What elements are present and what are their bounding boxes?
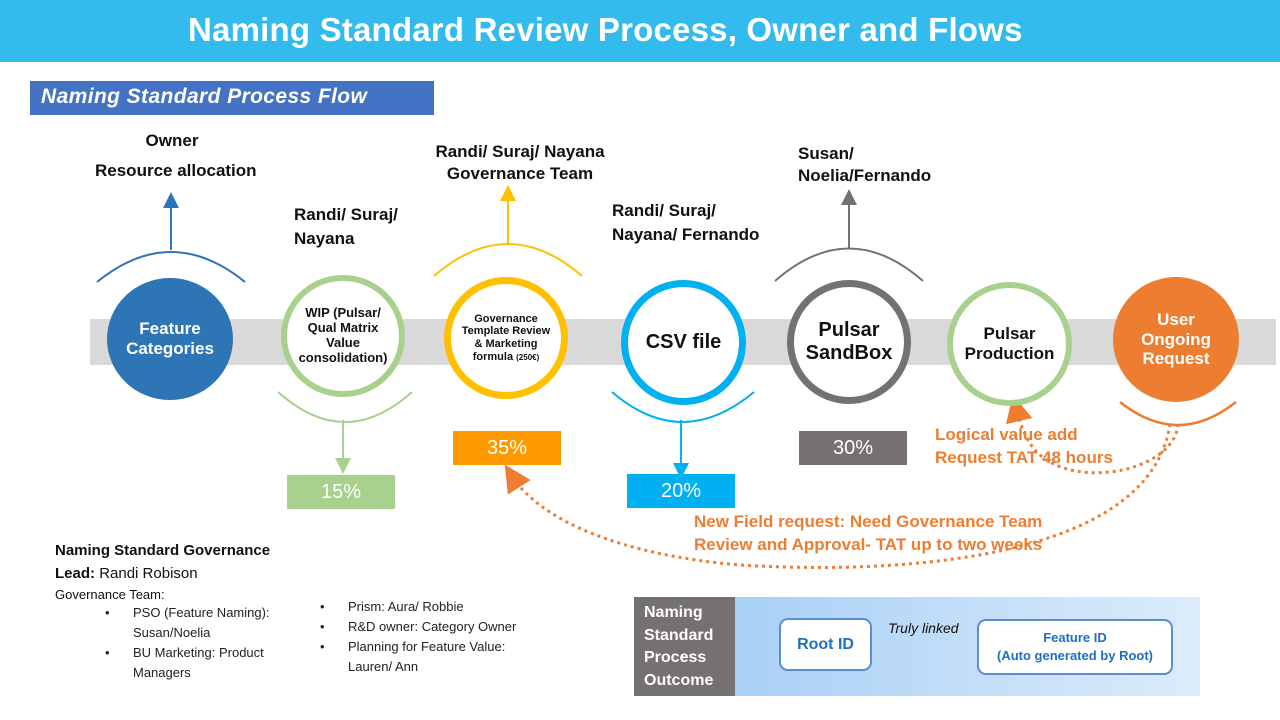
bullet-bu-marketing: • BU Marketing: Product Managers: [105, 645, 264, 680]
bullet-pso-line2: Susan/Noelia: [133, 625, 211, 640]
owner-resource-allocation: Resource allocation: [95, 161, 257, 180]
owner-wip-line2: Nayana: [294, 229, 355, 248]
bullet-planning: • Planning for Feature Value: Lauren/ Ann: [320, 639, 506, 674]
bullet-bu-line2: Managers: [133, 665, 191, 680]
bullet-planning-line2: Lauren/ Ann: [348, 659, 419, 674]
stage-wip-line3: Value: [326, 335, 360, 350]
root-id-label: Root ID: [797, 635, 854, 653]
feature-id-line1: Feature ID: [1043, 630, 1107, 645]
governance-lead-label: Lead:: [55, 565, 96, 582]
stage-wip: WIP (Pulsar/Qual Matrix Value consolidatio…: [281, 275, 405, 397]
bullet-rnd-owner: • R&D owner: Category Owner: [320, 619, 517, 634]
stage-pulsar-sandbox: Pulsar SandBox: [787, 280, 911, 404]
stage-user-line1: User: [1157, 310, 1195, 330]
feature-arc: [96, 251, 246, 283]
governance-lead-name: Randi Robison: [99, 565, 198, 582]
stage-gov-line4-small: (250€): [516, 352, 540, 362]
stage-wip-line1: WIP (Pulsar/: [305, 305, 381, 321]
stage-csv-line1: CSV file: [645, 331, 722, 353]
stage-governance-review: Governance Template Review & Marketing form…: [444, 277, 568, 399]
note-logical-line1: Logical value add: [935, 425, 1078, 444]
stage-wip-line2: Qual Matrix: [307, 320, 379, 336]
bullet-rnd-line1: R&D owner: Category Owner: [348, 619, 517, 634]
feature-id-line2: (Auto generated by Root): [997, 648, 1153, 663]
percent-csv: 20%: [627, 474, 735, 508]
stage-production-line2: Production: [964, 344, 1055, 363]
csv-arc: [611, 391, 755, 423]
stage-gov-line2: Template Review: [461, 325, 551, 338]
note-newfield-line2: Review and Approval- TAT up to two weeks: [694, 535, 1043, 554]
stage-production-line1: Pulsar: [983, 324, 1036, 344]
stage-user-line3: Request: [1142, 349, 1210, 369]
governance-team-label: Governance Team:: [55, 587, 165, 602]
stage-user-line2: Ongoing: [1141, 329, 1211, 349]
owner-csv-line1: Randi/ Suraj/: [612, 201, 716, 220]
bullet-pso-line1: PSO (Feature Naming):: [133, 605, 270, 620]
percent-governance: 35%: [453, 431, 561, 465]
user-arc: [1119, 401, 1237, 427]
stage-feature-categories: Feature Categories: [107, 278, 233, 400]
outcome-label: Naming Standard Process Outcome: [634, 597, 735, 696]
owner-sandbox-line1: Susan/: [798, 144, 854, 163]
title-bar: [0, 0, 1280, 62]
stage-gov-line4: formula: [472, 350, 514, 363]
bullet-prism: • Prism: Aura/ Robbie: [320, 599, 464, 614]
bullet-pso: • PSO (Feature Naming): Susan/Noelia: [105, 605, 270, 640]
sandbox-arc: [774, 247, 924, 282]
section-tag: Naming Standard Process Flow: [30, 81, 434, 115]
owner-wip-line1: Randi/ Suraj/: [294, 205, 398, 224]
stage-sandbox-line2: SandBox: [805, 342, 893, 364]
owner-gov-line2: Governance Team: [446, 164, 594, 183]
owner-gov-line1: Randi/ Suraj/ Nayana: [435, 142, 605, 161]
governance-bullets-right: • Prism: Aura/ Robbie • R&D owner: Categor…: [320, 597, 516, 677]
governance-bullets-left: • PSO (Feature Naming): Susan/Noelia • BU M…: [105, 603, 270, 683]
page-title: Naming Standard Review Process, Owner an…: [188, 11, 1023, 48]
owner-sandbox-line2: Noelia/Fernando: [798, 166, 932, 185]
bullet-planning-line1: Planning for Feature Value:: [348, 639, 506, 654]
owner-csv-line2: Nayana/ Fernando: [612, 225, 760, 244]
percent-wip: 15%: [287, 475, 395, 509]
stage-csv-file: CSV file: [621, 280, 746, 405]
note-newfield-line1: New Field request: Need Governance Team: [694, 512, 1043, 531]
owner-heading: Owner: [145, 131, 199, 150]
bullet-prism-line1: Prism: Aura/ Robbie: [348, 599, 464, 614]
outcome-label-line1: Naming: [644, 604, 703, 621]
bullet-bu-line1: BU Marketing: Product: [133, 645, 264, 660]
stage-sandbox-line1: Pulsar: [818, 319, 880, 341]
governance-lead: Lead: Randi Robison: [55, 563, 198, 585]
outcome-label-line3: Process: [644, 649, 707, 666]
gov-arc: [433, 243, 583, 277]
feature-id-box: Feature ID (Auto generated by Root): [977, 619, 1173, 675]
dotted-user-to-gov: [504, 423, 1172, 569]
stage-pulsar-production: Pulsar Production: [947, 282, 1072, 406]
percent-sandbox: 30%: [799, 431, 907, 465]
outcome-label-line2: Standard: [644, 626, 714, 644]
stage-feature-line1: Feature: [139, 319, 201, 339]
stage-gov-line3: & Marketing: [474, 338, 538, 350]
stage-feature-line2: Categories: [126, 339, 214, 358]
wip-arc: [277, 391, 413, 423]
stage-user-ongoing-request: User Ongoing Request: [1113, 277, 1239, 402]
outcome-label-line4: Outcome: [644, 671, 714, 689]
root-id-box: Root ID: [779, 618, 872, 671]
stage-gov-line1: Governance: [474, 312, 538, 325]
stage-wip-line4: consolidation): [298, 349, 388, 365]
governance-heading: Naming Standard Governance: [55, 542, 271, 559]
note-logical-line2: Request TAT 48 hours: [935, 448, 1113, 467]
truly-linked-label: Truly linked: [888, 620, 959, 636]
